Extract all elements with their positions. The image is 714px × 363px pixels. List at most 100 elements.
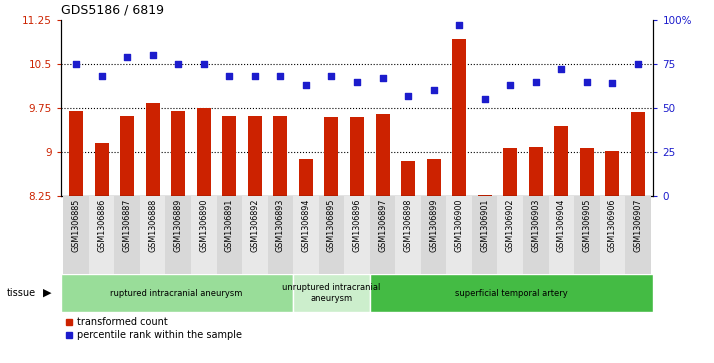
Bar <box>222 116 236 196</box>
Bar <box>426 159 441 196</box>
Bar <box>350 117 364 196</box>
Point <box>96 73 107 79</box>
Bar <box>605 151 620 196</box>
Text: tissue: tissue <box>7 288 36 298</box>
Point <box>633 61 644 67</box>
Bar <box>318 196 344 274</box>
Bar <box>171 111 185 196</box>
Point <box>275 73 286 79</box>
Text: GSM1306894: GSM1306894 <box>301 198 311 252</box>
Point <box>377 75 388 81</box>
Bar <box>94 143 109 196</box>
Bar <box>191 196 216 274</box>
Text: GSM1306886: GSM1306886 <box>97 198 106 252</box>
Bar <box>197 108 211 196</box>
Point <box>479 96 491 102</box>
Text: ruptured intracranial aneurysm: ruptured intracranial aneurysm <box>111 289 243 298</box>
Text: GSM1306901: GSM1306901 <box>481 198 489 252</box>
Text: GSM1306893: GSM1306893 <box>276 198 285 252</box>
Point <box>198 61 209 67</box>
Text: GSM1306898: GSM1306898 <box>403 198 413 252</box>
Bar <box>293 196 318 274</box>
Text: GSM1306906: GSM1306906 <box>608 198 617 252</box>
Bar <box>625 196 650 274</box>
Bar <box>529 147 543 196</box>
Bar <box>242 196 268 274</box>
Text: GDS5186 / 6819: GDS5186 / 6819 <box>61 3 164 16</box>
Text: GSM1306890: GSM1306890 <box>199 198 208 252</box>
Bar <box>166 196 191 274</box>
Bar <box>216 196 242 274</box>
Bar <box>273 116 288 196</box>
Text: unruptured intracranial
aneurysm: unruptured intracranial aneurysm <box>282 284 381 303</box>
Bar <box>248 116 262 196</box>
Bar <box>64 196 89 274</box>
Bar <box>89 196 114 274</box>
Point <box>555 66 567 72</box>
Bar <box>498 196 523 274</box>
Text: GSM1306905: GSM1306905 <box>583 198 591 252</box>
Point <box>223 73 235 79</box>
Bar <box>268 196 293 274</box>
Point <box>326 73 337 79</box>
Bar <box>580 148 594 196</box>
Bar <box>446 196 472 274</box>
Bar <box>574 196 600 274</box>
Bar <box>344 196 370 274</box>
Point <box>351 79 363 85</box>
Bar <box>299 159 313 196</box>
Bar <box>146 103 160 196</box>
Point <box>607 81 618 86</box>
Bar <box>401 161 415 196</box>
Point <box>121 54 133 60</box>
Text: GSM1306896: GSM1306896 <box>353 198 361 252</box>
Point <box>428 87 439 93</box>
Bar <box>324 117 338 196</box>
Point <box>249 73 261 79</box>
Point <box>453 23 465 28</box>
Text: GSM1306899: GSM1306899 <box>429 198 438 252</box>
Bar <box>140 196 166 274</box>
Point <box>173 61 184 67</box>
Bar <box>452 39 466 196</box>
Text: GSM1306895: GSM1306895 <box>327 198 336 252</box>
Bar <box>396 196 421 274</box>
Text: GSM1306900: GSM1306900 <box>455 198 463 252</box>
Text: superficial temporal artery: superficial temporal artery <box>456 289 568 298</box>
Bar <box>61 274 293 312</box>
Bar <box>631 112 645 196</box>
Bar <box>600 196 625 274</box>
Bar <box>503 148 517 196</box>
Text: GSM1306892: GSM1306892 <box>251 198 259 252</box>
Bar <box>472 196 498 274</box>
Text: GSM1306902: GSM1306902 <box>506 198 515 252</box>
Text: GSM1306888: GSM1306888 <box>148 198 157 252</box>
Bar <box>478 195 492 196</box>
Bar <box>370 196 396 274</box>
Point <box>70 61 81 67</box>
Text: GSM1306885: GSM1306885 <box>71 198 81 252</box>
Point <box>581 79 593 85</box>
Bar <box>120 116 134 196</box>
Point <box>300 82 311 88</box>
Text: GSM1306889: GSM1306889 <box>174 198 183 252</box>
Bar <box>523 196 548 274</box>
Point <box>147 52 159 58</box>
Bar <box>69 111 83 196</box>
Bar <box>370 274 653 312</box>
Text: GSM1306891: GSM1306891 <box>225 198 233 252</box>
Bar <box>548 196 574 274</box>
Point <box>403 93 414 99</box>
Bar <box>376 114 390 196</box>
Text: ▶: ▶ <box>43 288 51 298</box>
Text: GSM1306904: GSM1306904 <box>557 198 566 252</box>
Legend: transformed count, percentile rank within the sample: transformed count, percentile rank withi… <box>66 317 242 340</box>
Point <box>530 79 541 85</box>
Text: GSM1306903: GSM1306903 <box>531 198 540 252</box>
Bar <box>114 196 140 274</box>
Bar <box>421 196 446 274</box>
Text: GSM1306907: GSM1306907 <box>633 198 643 252</box>
Bar <box>293 274 370 312</box>
Text: GSM1306897: GSM1306897 <box>378 198 387 252</box>
Text: GSM1306887: GSM1306887 <box>123 198 131 252</box>
